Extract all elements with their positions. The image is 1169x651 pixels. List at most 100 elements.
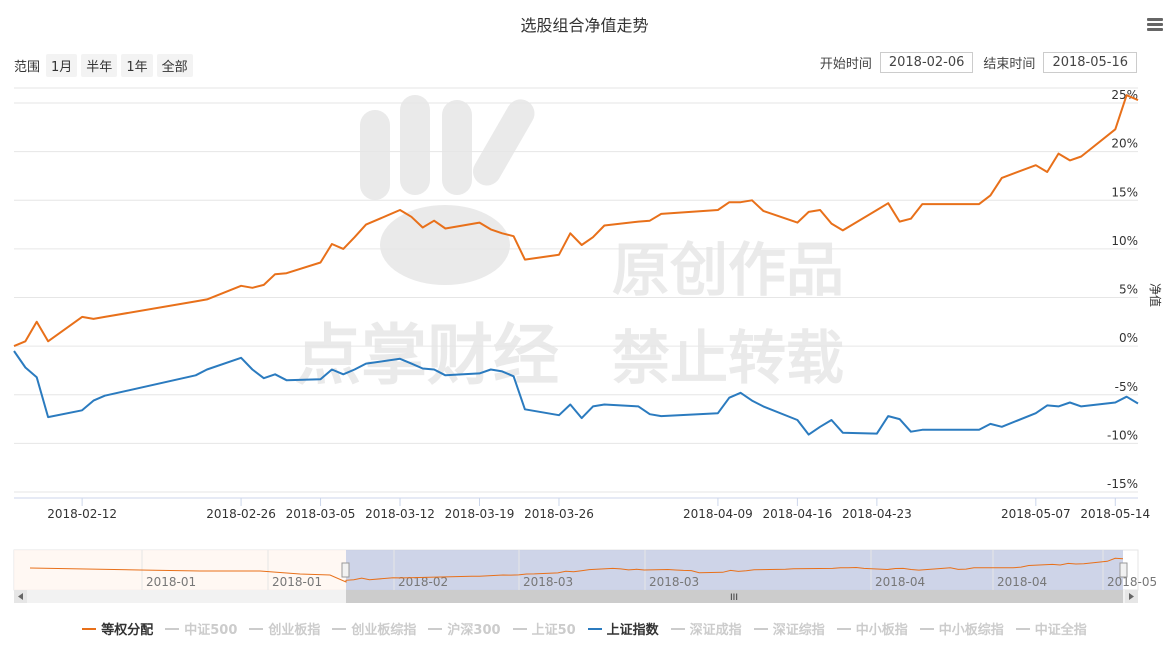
legend-label: 深证成指 (689, 623, 742, 638)
legend-swatch (836, 627, 851, 630)
range-button-6m[interactable]: 半年 (81, 54, 118, 77)
legend: 等权分配 中证500 创业板指 创业板综指 沪深300 上证50 上证指数 深证成指 深证综指 中… (0, 619, 1169, 638)
date-range: 开始时间 2018-02-06 结束时间 2018-05-16 (810, 52, 1137, 73)
y-axis-title: 净值 (1148, 283, 1163, 307)
legend-swatch (670, 627, 685, 630)
y-tick-label: 25% (1111, 88, 1138, 102)
x-tick-label: 2018-02-12 (47, 507, 117, 521)
chart-svg: 原创作品 点掌财经 禁止转载 -15% -10% -5% 0% 5% 10% 15% 20% 2… (13, 87, 1163, 603)
watermark-text-2: 点掌财经 (295, 317, 559, 394)
navigator-label: 2018-05 (1107, 575, 1157, 589)
legend-swatch (587, 627, 602, 630)
range-selector: 范围 1月 半年 1年 全部 (14, 54, 197, 77)
legend-swatch (82, 627, 97, 630)
legend-swatch (1015, 627, 1030, 630)
legend-label: 中小板综指 (938, 623, 1004, 638)
watermark-text-1: 原创作品 (612, 236, 844, 304)
legend-item[interactable]: 中小板综指 (919, 619, 1004, 638)
legend-label: 上证50 (531, 623, 576, 638)
grid (14, 87, 1138, 499)
y-tick-label: 0% (1119, 331, 1138, 345)
series-line-index (13, 350, 1139, 436)
navigator-label: 2018-01 (272, 575, 322, 589)
legend-label: 中小板指 (855, 623, 908, 638)
menu-icon[interactable] (1147, 18, 1163, 32)
y-tick-label: 15% (1111, 185, 1138, 199)
x-tick-label: 2018-03-05 (286, 507, 356, 521)
legend-item[interactable]: 上证50 (512, 619, 576, 638)
x-tick-label: 2018-04-23 (842, 507, 912, 521)
legend-item[interactable]: 中证500 (165, 619, 237, 638)
legend-swatch (165, 627, 180, 630)
y-axis-labels: -15% -10% -5% 0% 5% 10% 15% 20% 25% (1107, 88, 1138, 491)
x-tick-label: 2018-02-26 (206, 507, 276, 521)
y-tick-label: 20% (1111, 137, 1138, 151)
legend-item[interactable]: 创业板综指 (332, 619, 416, 638)
navigator-label: 2018-03 (649, 575, 699, 589)
x-axis-labels: 2018-02-12 2018-02-26 2018-03-05 2018-03-12… (47, 498, 1150, 521)
legend-label: 上证指数 (606, 623, 659, 638)
legend-label: 等权分配 (101, 623, 154, 638)
chart-title: 选股组合净值走势 (520, 16, 649, 35)
y-tick-label: 5% (1119, 283, 1138, 297)
legend-item[interactable]: 创业板指 (249, 619, 320, 638)
watermark-hand-icon (360, 95, 535, 285)
legend-swatch (512, 627, 527, 630)
y-tick-label: -5% (1115, 380, 1138, 394)
x-tick-label: 2018-05-14 (1080, 507, 1150, 521)
navigator-series-line (29, 557, 1124, 583)
legend-label: 创业板综指 (351, 623, 417, 638)
scrollbar-thumb-grip: III (730, 593, 738, 603)
navigator-labels: 2018-01 2018-01 2018-02 2018-03 2018-03 2018-… (141, 550, 1157, 590)
start-date-input[interactable]: 2018-02-06 (879, 52, 974, 73)
legend-item[interactable]: 沪深300 (428, 619, 501, 638)
legend-item[interactable]: 深证成指 (670, 619, 742, 638)
navigator-label: 2018-02 (398, 575, 448, 589)
x-tick-label: 2018-04-16 (763, 507, 833, 521)
legend-item[interactable]: 中小板指 (836, 619, 908, 638)
x-tick-label: 2018-05-07 (1001, 507, 1071, 521)
navigator-label: 2018-01 (146, 575, 196, 589)
legend-label: 中证全指 (1034, 623, 1087, 638)
legend-swatch (919, 627, 934, 630)
end-date-label: 结束时间 (983, 57, 1036, 72)
legend-swatch (249, 627, 264, 630)
start-date-label: 开始时间 (819, 57, 872, 72)
x-tick-label: 2018-03-26 (524, 507, 594, 521)
x-tick-label: 2018-03-19 (445, 507, 515, 521)
range-label: 范围 (14, 60, 41, 75)
y-tick-label: 10% (1111, 234, 1138, 248)
navigator-label: 2018-03 (523, 575, 573, 589)
navigator-right-handle[interactable] (1119, 562, 1128, 578)
legend-label: 深证综指 (772, 623, 825, 638)
end-date-input[interactable]: 2018-05-16 (1043, 52, 1137, 73)
scrollbar-left-arrow-icon (18, 593, 23, 600)
x-tick-label: 2018-03-12 (365, 507, 435, 521)
legend-item[interactable]: 上证指数 (587, 619, 659, 638)
y-tick-label: -10% (1107, 428, 1138, 442)
scrollbar-thumb[interactable] (346, 590, 1123, 603)
legend-swatch (332, 627, 347, 630)
watermark: 原创作品 点掌财经 禁止转载 (295, 95, 844, 394)
watermark-text-3: 禁止转载 (612, 324, 844, 392)
legend-label: 中证500 (184, 623, 238, 638)
series-lines (13, 94, 1139, 436)
series-line-portfolio (13, 94, 1139, 348)
legend-swatch (753, 627, 768, 630)
legend-item[interactable]: 深证综指 (753, 619, 825, 638)
x-tick-label: 2018-04-09 (683, 507, 753, 521)
legend-label: 创业板指 (268, 623, 321, 638)
range-button-1m[interactable]: 1月 (46, 54, 78, 77)
navigator-label: 2018-04 (997, 575, 1047, 589)
range-button-all[interactable]: 全部 (156, 54, 193, 77)
scrollbar-right-arrow-icon (1129, 593, 1134, 600)
navigator-label: 2018-04 (875, 575, 925, 589)
navigator[interactable]: 2018-01 2018-01 2018-02 2018-03 2018-03 2018-… (13, 549, 1157, 603)
legend-item[interactable]: 等权分配 (82, 619, 153, 638)
navigator-left-handle[interactable] (341, 562, 350, 578)
range-button-1y[interactable]: 1年 (121, 54, 153, 77)
navigator-left-mask (14, 550, 346, 590)
y-tick-label: -15% (1107, 477, 1138, 491)
legend-label: 沪深300 (447, 623, 501, 638)
legend-item[interactable]: 中证全指 (1015, 619, 1087, 638)
